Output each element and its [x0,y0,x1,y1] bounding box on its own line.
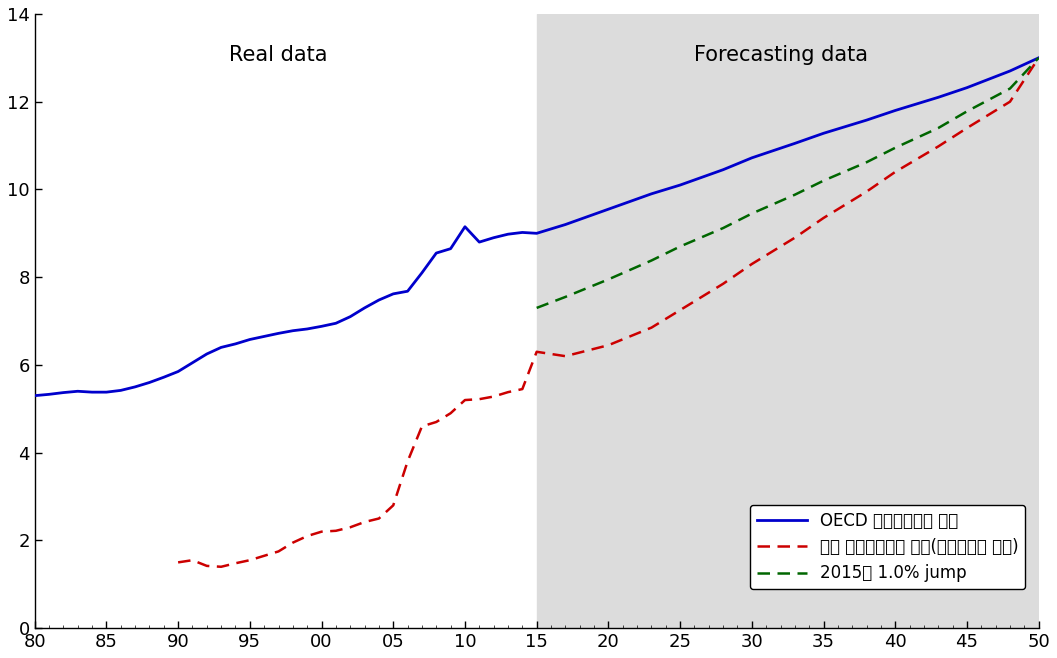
Legend: OECD 공공사회지출 현물, 한국 공공사회지출 현물(현재추세로 예측), 2015년 1.0% jump: OECD 공공사회지출 현물, 한국 공공사회지출 현물(현재추세로 예측), … [750,505,1025,589]
Text: Forecasting data: Forecasting data [693,45,868,64]
Bar [537,14,1039,628]
Text: Real data: Real data [229,45,328,64]
